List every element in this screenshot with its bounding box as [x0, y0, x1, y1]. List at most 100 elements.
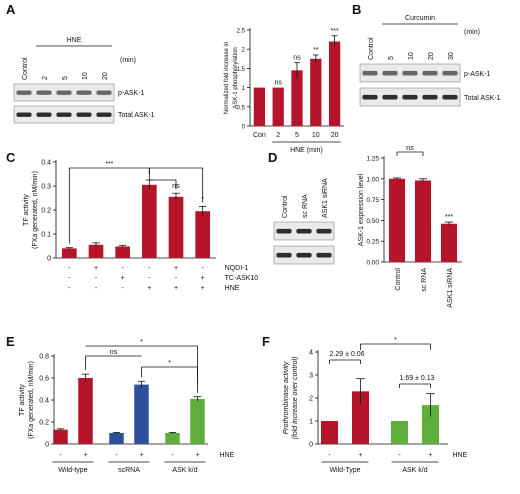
blot-d-ask1-band: [316, 228, 332, 234]
blot-d-lane-label: ASK1 siRNA: [322, 178, 329, 218]
hne-sign: +: [428, 452, 432, 459]
hne-sign: -: [171, 452, 174, 459]
x-tick-label: 10: [312, 132, 320, 139]
y-tick-label: 0: [242, 125, 246, 131]
y-tick-label: 0.00: [366, 260, 379, 267]
bar: [388, 178, 406, 262]
group-label: ASK k/d: [402, 467, 427, 474]
y-tick-label: 4: [309, 350, 313, 357]
blot-b-lane-label: 5: [388, 56, 395, 60]
bar: [134, 384, 149, 444]
condition-sign: +: [174, 265, 178, 272]
bar: [109, 433, 124, 444]
blot-a-unit: (min): [120, 57, 136, 64]
condition-sign: -: [175, 275, 178, 282]
condition-sign: +: [201, 275, 205, 282]
bar: [195, 211, 210, 258]
blot-b-p-ask1-band: [382, 70, 398, 76]
blot-a-total-ask1-band: [56, 112, 72, 117]
bar: [310, 58, 322, 126]
y-axis-label: ASK-1 expression level: [358, 173, 365, 246]
significance-label: ns: [274, 80, 282, 87]
y-tick-label: 0: [309, 442, 313, 449]
condition-sign: -: [121, 285, 124, 292]
y-tick-label: 0.8: [39, 354, 49, 361]
blot-b-p-ask1-band: [362, 70, 378, 76]
bar: [190, 398, 205, 444]
blot-d-lane-label: sc RNA: [302, 194, 309, 218]
bar: [328, 41, 341, 126]
blot-a-p-ask1-band: [96, 90, 112, 95]
x-tick-label: Con: [253, 132, 266, 139]
blot-a-lane-label: 20: [102, 72, 109, 80]
blot-d-ask1-band: [296, 228, 312, 234]
condition-sign: -: [68, 265, 71, 272]
condition-sign: -: [95, 275, 98, 282]
y-tick-label: 2: [242, 48, 246, 54]
hne-sign: -: [59, 452, 62, 459]
hne-sign-label: HNE: [453, 452, 468, 459]
bracket-e-3-label: *: [168, 360, 171, 367]
y-axis-label: (FXa generated, nM/min): [32, 171, 39, 249]
y-tick-label: 3: [309, 373, 313, 380]
blot-b-lane-label: Control: [368, 37, 375, 60]
blot-b-p-ask1-band: [442, 70, 458, 76]
condition-sign: -: [95, 285, 98, 292]
x-tick-label: Control: [395, 268, 402, 291]
y-axis-label: TF activity: [23, 194, 30, 226]
bar: [115, 246, 130, 258]
y-tick-label: 0.6: [39, 376, 49, 383]
blot-a-p-ask1-band: [56, 90, 72, 95]
y-axis-label: TF activity: [19, 384, 26, 416]
hne-sign: -: [115, 452, 118, 459]
y-tick-label: 0.75: [366, 197, 379, 204]
blot-a-total-ask1-band: [16, 112, 32, 117]
group-label: scRNA: [118, 467, 140, 474]
y-tick-label: 0.1: [41, 232, 51, 239]
x-tick-label: 20: [331, 132, 339, 139]
condition-sign: -: [68, 285, 71, 292]
y-axis-label: Prothrombinase activity: [283, 361, 290, 434]
blot-b-lane-label: 30: [448, 52, 455, 60]
hne-sign-label: HNE: [220, 452, 235, 459]
blot-b-p-ask1-band: [422, 70, 438, 76]
significance-label: ns: [172, 183, 180, 190]
condition-sign: +: [94, 265, 98, 272]
bracket-d-label: ns: [406, 145, 414, 152]
x-tick-label: sc RNA: [421, 268, 428, 292]
blot-b-lane-label: 10: [408, 52, 415, 60]
y-tick-label: 1.00: [366, 176, 379, 183]
significance-label: **: [313, 47, 319, 54]
bar: [414, 180, 432, 262]
x-tick-label: 2: [276, 132, 280, 139]
panel-letter-c: C: [6, 150, 16, 165]
condition-sign: +: [174, 285, 178, 292]
value-annotation: 2.29 ± 0.06: [330, 351, 365, 358]
y-tick-label: 1: [309, 419, 313, 426]
y-tick-label: 0.2: [39, 420, 49, 427]
y-tick-label: 1.25: [366, 156, 379, 163]
blot-a-row-label: Total ASK-1: [118, 112, 155, 119]
panel-letter-d: D: [268, 150, 278, 165]
panel-letter-a: A: [6, 2, 16, 17]
blot-b-header: Curcumin: [405, 15, 435, 22]
bar: [62, 248, 77, 258]
y-tick-label: 1: [242, 86, 246, 92]
y-tick-label: 2.5: [237, 29, 246, 35]
significance-label: ***: [445, 214, 453, 221]
bar: [165, 433, 180, 444]
blot-b-total-ask1-band: [402, 94, 418, 100]
blot-d-loading-band: [316, 252, 332, 258]
blot-d-lane-label: Control: [282, 195, 289, 218]
bar: [272, 87, 284, 126]
hne-sign: +: [139, 452, 143, 459]
bar: [390, 421, 409, 444]
y-tick-label: 2: [309, 396, 313, 403]
blot-d-loading-band: [296, 252, 312, 258]
bracket-e-2-label: *: [140, 339, 143, 346]
blot-a-row-label: p-ASK-1: [118, 90, 145, 97]
bar: [320, 421, 339, 444]
y-axis-label: (fold increase over control): [292, 357, 299, 440]
significance-label: ns: [293, 55, 301, 62]
bar: [168, 196, 184, 258]
